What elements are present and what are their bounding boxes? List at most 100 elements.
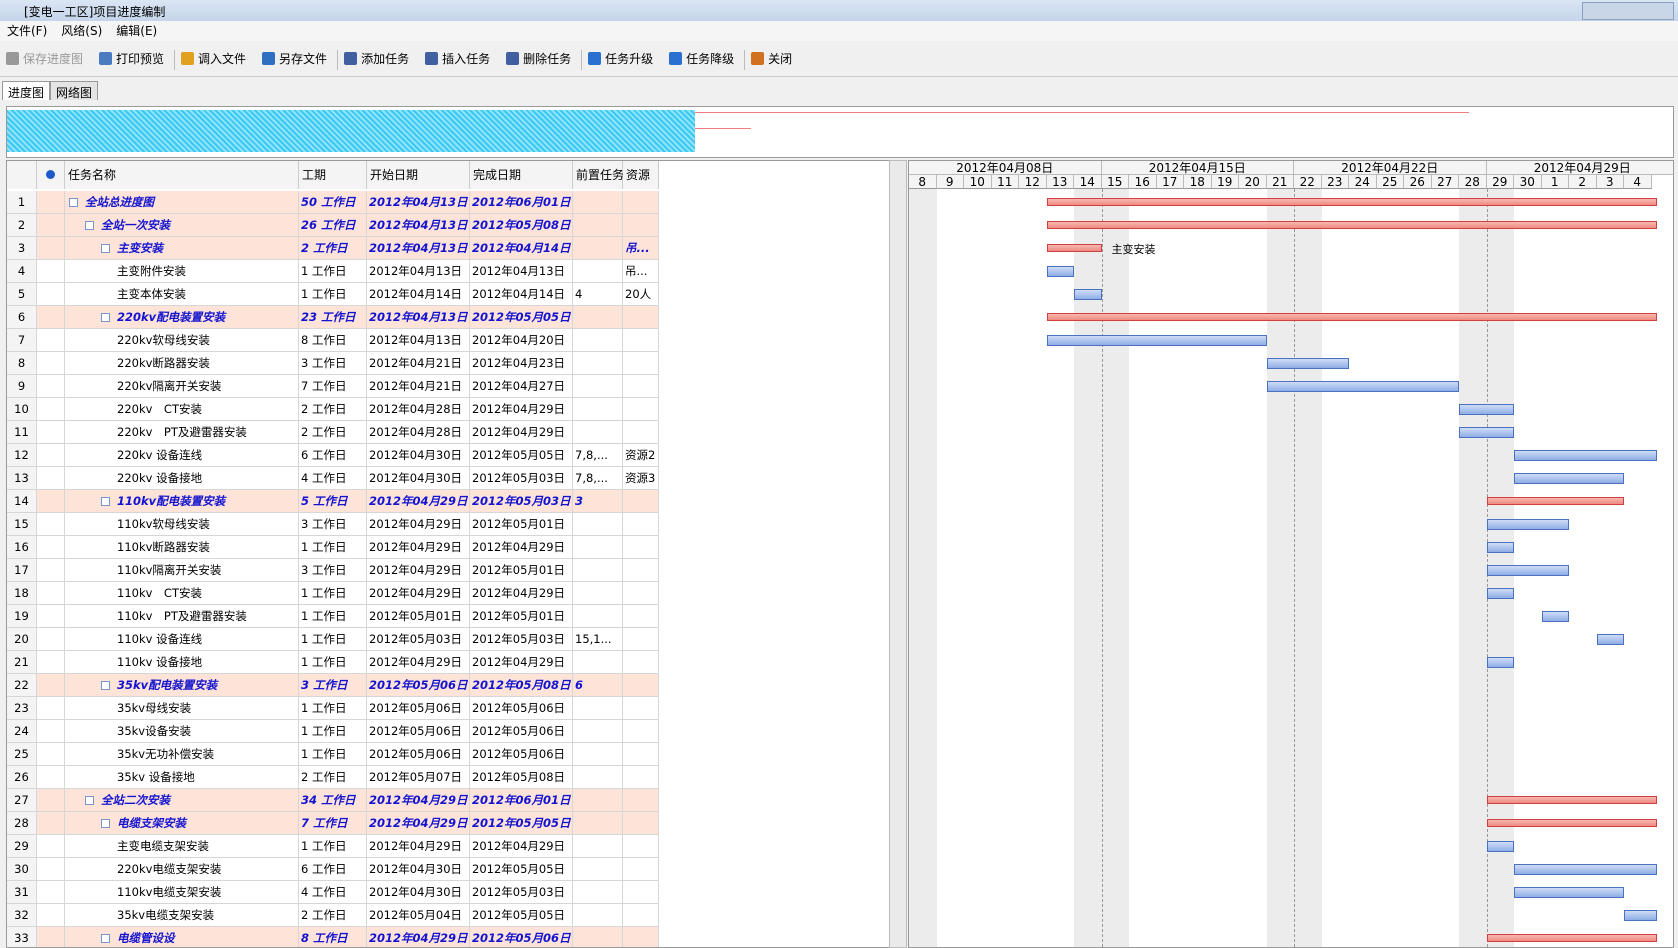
cell-duration: 1 工作日 (299, 835, 367, 858)
overview-window[interactable] (7, 110, 695, 152)
cell-start: 2012年04月21日 (367, 352, 470, 375)
row-number: 30 (7, 858, 37, 881)
cell-pred (573, 651, 623, 674)
cell-name: 220kv PT及避雷器安装 (65, 421, 299, 444)
window-controls[interactable] (1582, 2, 1674, 20)
row-icon (37, 743, 65, 766)
toolbar-button[interactable]: 任务升级 (588, 42, 653, 76)
cell-res (623, 743, 659, 766)
cell-name: 220kv隔离开关安装 (65, 375, 299, 398)
menu-item[interactable]: 风络(S) (61, 24, 103, 38)
row-icon (37, 628, 65, 651)
cell-duration: 1 工作日 (299, 283, 367, 306)
menu-item[interactable]: 文件(F) (7, 24, 48, 38)
separator (744, 49, 746, 70)
collapse-toggle[interactable] (101, 244, 110, 253)
collapse-toggle[interactable] (85, 796, 94, 805)
column-header: 前置任务 (573, 161, 624, 189)
toolbar-button[interactable]: 任务降级 (669, 42, 734, 76)
cell-duration: 4 工作日 (299, 881, 367, 904)
collapse-toggle[interactable] (101, 819, 110, 828)
cell-end: 2012年05月06日 (470, 927, 573, 947)
collapse-toggle[interactable] (101, 497, 110, 506)
day-label: 3 (1596, 175, 1624, 189)
cell-pred (573, 559, 623, 582)
cell-res (623, 490, 659, 513)
row-icon (37, 490, 65, 513)
row-icon (37, 398, 65, 421)
toolbar-label: 添加任务 (361, 52, 410, 66)
cell-end: 2012年04月27日 (470, 375, 573, 398)
cell-res (623, 214, 659, 237)
cell-start: 2012年05月01日 (367, 605, 470, 628)
cell-duration: 2 工作日 (299, 766, 367, 789)
row-number: 10 (7, 398, 37, 421)
row-number: 28 (7, 812, 37, 835)
toolbar-button[interactable]: 删除任务 (506, 42, 571, 76)
toolbar-button[interactable]: 添加任务 (344, 42, 409, 76)
toolbar-label: 任务降级 (686, 52, 735, 66)
collapse-toggle[interactable] (101, 313, 110, 322)
toolbar-button[interactable]: 另存文件 (262, 42, 327, 76)
cell-name: 全站总进度图 (65, 191, 299, 214)
toolbar-label: 删除任务 (523, 52, 572, 66)
collapse-toggle[interactable] (69, 198, 78, 207)
cell-res (623, 720, 659, 743)
toolbar-button[interactable]: 保存进度图 (6, 42, 83, 76)
non-working-day (1074, 189, 1102, 947)
toolbar-button[interactable]: 调入文件 (181, 42, 246, 76)
day-label: 2 (1569, 175, 1597, 189)
toolbar-icon (6, 52, 19, 65)
summary-bar (1046, 313, 1657, 321)
scrollbar[interactable] (889, 160, 907, 948)
column-header: 完成日期 (470, 161, 573, 189)
cell-pred (573, 881, 623, 904)
day-label: 10 (964, 175, 992, 189)
row-icon (37, 329, 65, 352)
cell-res: 资源2 (623, 444, 659, 467)
menu-item[interactable]: 编辑(E) (116, 24, 158, 38)
cell-name: 110kv断路器安装 (65, 536, 299, 559)
cell-end: 2012年04月29日 (470, 421, 573, 444)
row-number: 26 (7, 766, 37, 789)
cell-name: 220kv 设备接地 (65, 467, 299, 490)
cell-start: 2012年05月04日 (367, 904, 470, 927)
cell-res (623, 191, 659, 214)
cell-name: 35kv配电装置安装 (65, 674, 299, 697)
cell-start: 2012年04月29日 (367, 812, 470, 835)
cell-duration: 50 工作日 (299, 191, 367, 214)
cell-pred (573, 329, 623, 352)
cell-end: 2012年05月05日 (470, 306, 573, 329)
cell-end: 2012年05月05日 (470, 904, 573, 927)
cell-res (623, 904, 659, 927)
separator (581, 49, 583, 70)
row-icon (37, 858, 65, 881)
toolbar-button[interactable]: 插入任务 (425, 42, 490, 76)
non-working-day (1101, 189, 1129, 947)
collapse-toggle[interactable] (101, 934, 110, 943)
task-bar (1459, 404, 1514, 415)
collapse-toggle[interactable] (85, 221, 94, 230)
toolbar-button[interactable]: 关闭 (751, 42, 792, 76)
cell-end: 2012年04月29日 (470, 582, 573, 605)
cell-end: 2012年05月08日 (470, 214, 573, 237)
collapse-toggle[interactable] (101, 681, 110, 690)
non-working-day (909, 189, 937, 947)
cell-start: 2012年04月29日 (367, 789, 470, 812)
row-icon (37, 674, 65, 697)
week-divider (1101, 189, 1103, 947)
cell-start: 2012年04月28日 (367, 398, 470, 421)
cell-start: 2012年04月29日 (367, 651, 470, 674)
week-label: 2012年04月15日 (1101, 161, 1294, 175)
cell-name: 全站一次安装 (65, 214, 299, 237)
tab[interactable]: 网络图 (50, 81, 99, 100)
row-icon (37, 467, 65, 490)
cell-res (623, 513, 659, 536)
cell-name: 全站二次安装 (65, 789, 299, 812)
tab[interactable]: 进度图 (2, 81, 51, 100)
cell-res: 吊... (623, 260, 659, 283)
cell-res (623, 835, 659, 858)
toolbar-icon (99, 52, 113, 65)
toolbar-button[interactable]: 打印预览 (99, 42, 164, 76)
cell-pred (573, 766, 623, 789)
